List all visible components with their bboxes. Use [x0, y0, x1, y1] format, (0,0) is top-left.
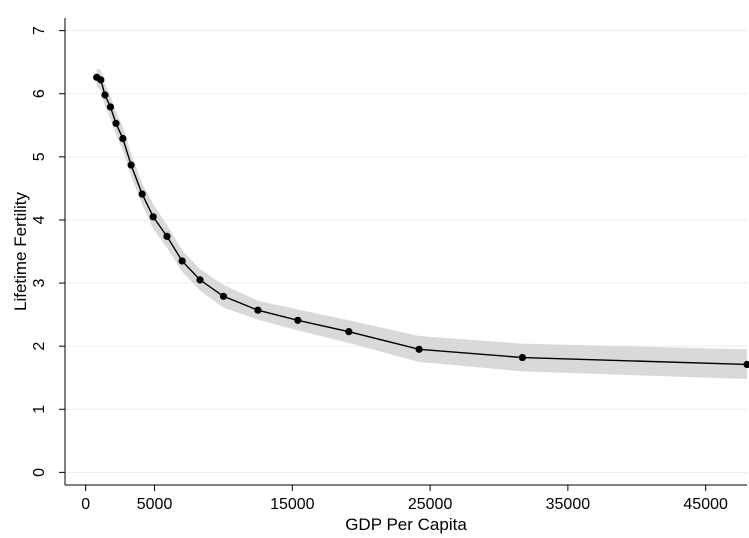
data-point [345, 328, 353, 336]
x-tick-label: 15000 [270, 496, 315, 513]
y-axis-label: Lifetime Fertility [11, 191, 30, 311]
data-point [127, 161, 135, 169]
data-point [743, 360, 749, 369]
data-point [112, 119, 120, 127]
data-points [93, 73, 749, 369]
data-point [106, 103, 115, 111]
x-tick-label: 0 [81, 496, 90, 513]
y-tick-label: 2 [31, 342, 48, 351]
data-point [294, 316, 302, 324]
series-line [96, 76, 748, 366]
y-tick-label: 7 [31, 26, 48, 35]
data-point [149, 213, 157, 221]
data-point [415, 345, 423, 353]
x-tick-label: 35000 [546, 496, 591, 513]
y-tick-label: 4 [31, 215, 48, 224]
confidence-band [96, 68, 747, 379]
y-tick-label: 5 [31, 152, 48, 161]
data-point [138, 190, 146, 198]
x-tick-label: 45000 [683, 496, 728, 513]
x-axis-ticks: 0 5000 15000 25000 35000 45000 [81, 485, 728, 513]
data-point [518, 353, 527, 362]
x-axis-label: GDP Per Capita [345, 515, 467, 534]
data-point [119, 134, 127, 143]
y-tick-label: 6 [31, 89, 48, 98]
y-tick-label: 1 [31, 405, 48, 414]
y-tick-label: 3 [31, 279, 48, 288]
data-point [163, 232, 171, 240]
data-point [219, 292, 228, 300]
data-point [254, 306, 262, 314]
gridlines [65, 30, 747, 473]
data-point [196, 276, 204, 284]
data-point [178, 257, 186, 265]
x-tick-label: 5000 [137, 496, 173, 513]
data-point [101, 91, 109, 99]
y-axis-ticks: 0 1 2 3 4 5 6 7 [31, 26, 65, 477]
data-point [97, 76, 105, 84]
y-tick-label: 0 [31, 468, 48, 477]
x-tick-label: 25000 [408, 496, 453, 513]
